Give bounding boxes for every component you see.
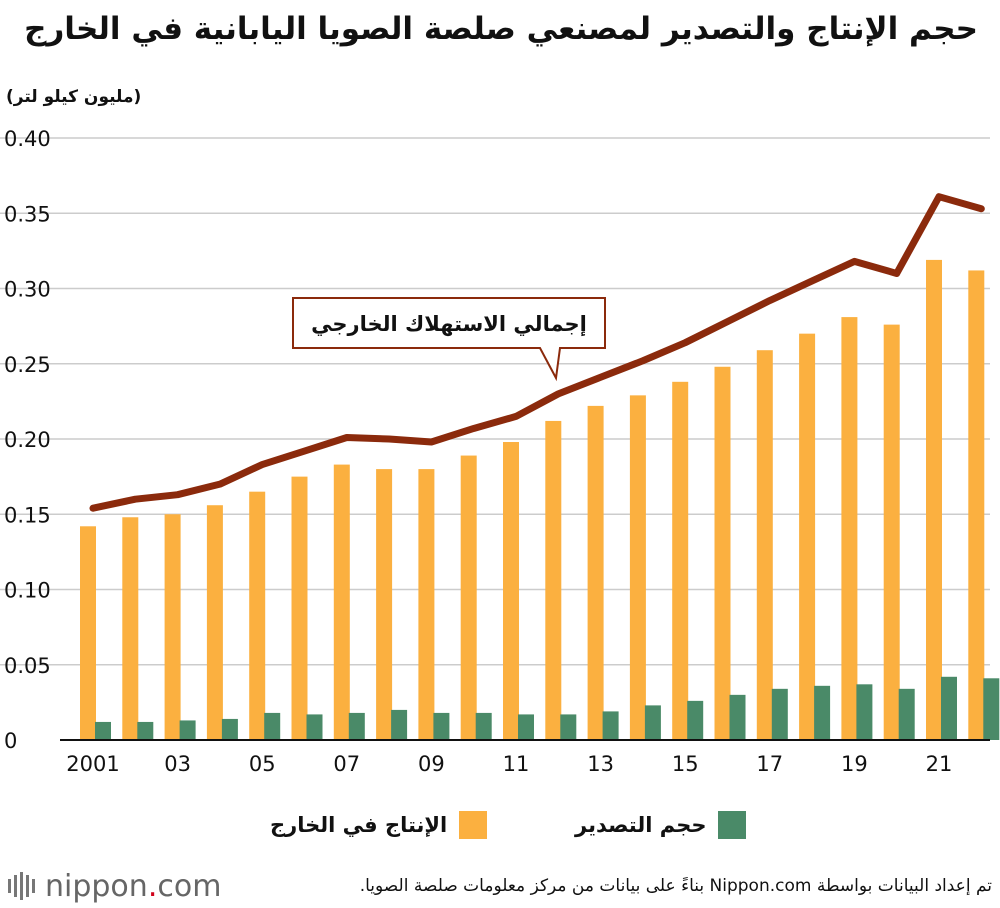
production-bar — [376, 469, 393, 740]
production-bar — [841, 317, 858, 740]
x-tick-label: 17 — [756, 752, 783, 776]
y-tick-labels: 0 0.05 0.10 0.15 0.20 0.25 0.30 0.35 0.40 — [4, 127, 51, 753]
production-bar — [122, 517, 139, 740]
x-tick-labels: 2001 03 05 07 09 11 13 15 17 19 21 — [66, 752, 952, 776]
y-tick-label: 0.25 — [4, 353, 51, 377]
annotation-label: إجمالي الاستهلاك الخارجي — [311, 312, 587, 336]
x-tick-label: 2001 — [66, 752, 119, 776]
production-bar — [714, 366, 731, 740]
x-tick-label: 03 — [164, 752, 191, 776]
legend-label-production: الإنتاج في الخارج — [270, 813, 448, 837]
export-bar — [898, 688, 915, 740]
legend-item-export: حجم التصدير — [575, 805, 747, 845]
production-bar — [926, 259, 942, 740]
export-bars — [95, 676, 1000, 740]
production-bar — [333, 464, 350, 740]
export-bar — [814, 685, 831, 740]
x-tick-label: 11 — [503, 752, 530, 776]
export-bar — [348, 712, 365, 740]
x-tick-label: 21 — [926, 752, 953, 776]
export-bar — [475, 712, 492, 740]
legend-item-production: الإنتاج في الخارج — [270, 805, 488, 845]
export-bar — [983, 678, 1000, 740]
production-bar — [629, 395, 646, 740]
consumption-line-path — [89, 193, 985, 512]
nippon-logo: nippon. com — [8, 866, 221, 906]
export-bar — [95, 721, 111, 740]
x-tick-label: 15 — [672, 752, 699, 776]
x-tick-label: 05 — [249, 752, 276, 776]
legend: الإنتاج في الخارج حجم التصدير — [0, 805, 1000, 845]
production-bar — [460, 455, 477, 740]
export-bar — [179, 720, 196, 740]
y-tick-label: 0.15 — [4, 503, 51, 527]
legend-label-export: حجم التصدير — [575, 813, 707, 837]
y-tick-label: 0.35 — [4, 202, 51, 226]
export-bar — [644, 705, 661, 740]
production-bar — [418, 469, 435, 740]
production-bar — [587, 405, 604, 740]
export-bar — [518, 714, 534, 740]
production-bar — [503, 442, 519, 740]
source-note: تم إعداد البيانات بواسطة Nippon.com بناء… — [359, 876, 992, 896]
logo-suffix: com — [157, 868, 222, 904]
production-bar — [672, 381, 689, 740]
export-bar — [602, 711, 619, 740]
production-bar — [80, 526, 96, 740]
export-bar — [687, 700, 704, 740]
production-bar — [291, 476, 308, 740]
production-bar — [545, 420, 562, 740]
production-bars — [80, 259, 985, 740]
production-bar — [249, 491, 266, 740]
y-tick-label: 0.20 — [4, 428, 51, 452]
consumption-line — [89, 193, 985, 512]
x-tick-label: 19 — [841, 752, 868, 776]
x-tick-label: 09 — [418, 752, 445, 776]
production-bar — [206, 505, 223, 740]
legend-swatch-export — [718, 811, 747, 839]
grid-lines — [0, 137, 990, 666]
production-bar — [968, 270, 985, 740]
logo-mark-icon — [8, 872, 35, 900]
export-bar — [391, 709, 408, 740]
export-bar — [306, 714, 323, 740]
logo-text: nippon — [45, 868, 148, 904]
export-bar — [221, 718, 238, 740]
y-tick-label: 0.05 — [4, 654, 51, 678]
chart-title: حجم الإنتاج والتصدير لمصنعي صلصة الصويا … — [24, 11, 978, 47]
export-bar — [137, 721, 154, 740]
x-tick-label: 13 — [587, 752, 614, 776]
export-bar — [771, 688, 788, 740]
y-tick-label: 0.40 — [4, 127, 51, 151]
export-bar — [941, 676, 957, 740]
consumption-annotation: إجمالي الاستهلاك الخارجي — [292, 297, 606, 382]
production-bar — [883, 324, 900, 740]
y-axis-unit-label: (مليون كيلو لتر) — [6, 87, 142, 107]
export-bar — [856, 684, 873, 740]
y-tick-label: 0.30 — [4, 278, 51, 302]
production-bar — [756, 350, 773, 740]
production-bar — [799, 333, 816, 740]
export-bar — [729, 694, 746, 740]
y-tick-label: 0 — [4, 729, 17, 753]
production-bar — [164, 514, 181, 740]
export-bar — [433, 712, 450, 740]
y-tick-label: 0.10 — [4, 579, 51, 603]
annotation-callout-box — [292, 297, 606, 382]
logo-dot: . — [147, 868, 158, 904]
x-tick-label: 07 — [333, 752, 360, 776]
legend-swatch-production — [459, 811, 488, 839]
export-bar — [560, 714, 577, 740]
export-bar — [264, 712, 281, 740]
